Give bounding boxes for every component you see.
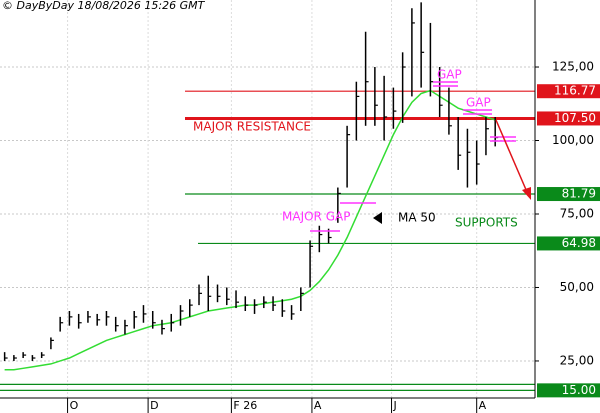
y-tick-label: 125,00 xyxy=(552,60,594,74)
annotation: GAP xyxy=(437,68,462,82)
level-box xyxy=(537,187,600,202)
levels: 116.77 107.50 81.79 64.98 15.00 xyxy=(0,84,600,398)
level-label: 81.79 xyxy=(562,187,596,201)
level-label: 107.50 xyxy=(554,111,596,125)
y-tick-label: 50,00 xyxy=(560,280,594,294)
y-tick-label: 25,00 xyxy=(560,353,594,367)
price-bars xyxy=(3,2,499,371)
level-box xyxy=(537,236,600,251)
x-tick-label: J xyxy=(393,399,397,412)
level-box xyxy=(537,84,600,99)
header: © DayByDay 18/08/2026 15:26 GMT xyxy=(2,0,206,12)
x-tick-label: A xyxy=(314,399,322,412)
level-box xyxy=(537,111,600,126)
annotation: SUPPORTS xyxy=(455,216,518,230)
trend-arrow xyxy=(495,119,531,200)
level-label: 64.98 xyxy=(562,236,596,250)
level-box xyxy=(537,383,600,398)
y-tick-label: 100,00 xyxy=(552,133,594,147)
annotation: MAJOR GAP xyxy=(282,210,350,224)
annotation: GAP xyxy=(466,96,491,110)
x-tick-label: O xyxy=(70,399,79,412)
annotation: MAJOR RESISTANCE xyxy=(193,120,311,134)
level-label: 116.77 xyxy=(554,84,596,98)
gap-marks xyxy=(310,81,516,232)
x-tick-label: A xyxy=(479,399,487,412)
ma-label: MA 50 xyxy=(398,211,436,225)
x-tick-label: F 26 xyxy=(233,399,257,412)
ma-line xyxy=(4,89,496,371)
y-tick-label: 75,00 xyxy=(560,206,594,220)
x-tick-label: D xyxy=(150,399,158,412)
ma-arrow xyxy=(373,212,382,224)
level-label: 15.00 xyxy=(562,383,596,397)
